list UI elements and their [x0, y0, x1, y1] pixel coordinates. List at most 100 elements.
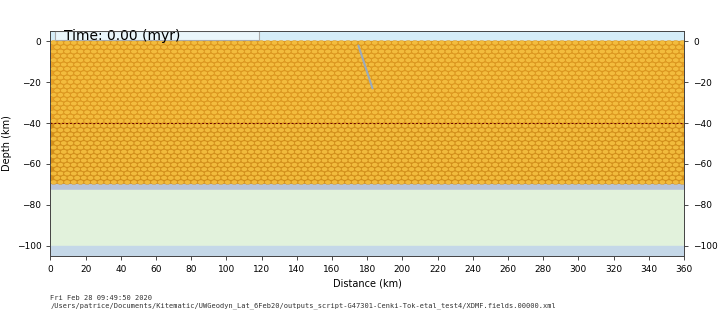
Ellipse shape: [71, 41, 77, 45]
Ellipse shape: [465, 110, 472, 115]
Ellipse shape: [622, 149, 629, 154]
Ellipse shape: [572, 171, 579, 176]
Ellipse shape: [656, 97, 662, 101]
Ellipse shape: [522, 141, 528, 145]
Ellipse shape: [87, 62, 94, 67]
Ellipse shape: [499, 119, 505, 123]
Ellipse shape: [141, 45, 148, 49]
Ellipse shape: [626, 171, 632, 176]
Ellipse shape: [479, 137, 485, 141]
Ellipse shape: [134, 158, 140, 163]
Ellipse shape: [325, 119, 331, 123]
Ellipse shape: [154, 54, 161, 58]
Ellipse shape: [245, 58, 251, 62]
Ellipse shape: [228, 158, 234, 163]
Ellipse shape: [485, 119, 492, 123]
Ellipse shape: [308, 167, 315, 171]
Ellipse shape: [508, 71, 515, 76]
Ellipse shape: [629, 158, 636, 163]
Ellipse shape: [475, 54, 482, 58]
Ellipse shape: [174, 158, 181, 163]
Ellipse shape: [408, 149, 415, 154]
Ellipse shape: [335, 149, 341, 154]
Ellipse shape: [479, 49, 485, 54]
Ellipse shape: [499, 84, 505, 89]
Ellipse shape: [412, 145, 418, 150]
Ellipse shape: [532, 75, 539, 80]
Ellipse shape: [646, 101, 652, 106]
Ellipse shape: [599, 84, 606, 89]
Ellipse shape: [669, 80, 675, 84]
Ellipse shape: [57, 171, 63, 176]
Ellipse shape: [225, 101, 231, 106]
Ellipse shape: [536, 149, 542, 154]
Ellipse shape: [679, 137, 685, 141]
Ellipse shape: [198, 49, 204, 54]
Ellipse shape: [599, 119, 606, 123]
Ellipse shape: [612, 41, 618, 45]
Ellipse shape: [559, 154, 565, 158]
Ellipse shape: [311, 119, 318, 123]
Ellipse shape: [335, 124, 341, 128]
Ellipse shape: [311, 110, 318, 115]
Ellipse shape: [425, 163, 431, 167]
Ellipse shape: [191, 110, 197, 115]
Ellipse shape: [652, 66, 659, 71]
Ellipse shape: [562, 158, 569, 163]
Ellipse shape: [248, 124, 254, 128]
Ellipse shape: [398, 119, 405, 123]
Ellipse shape: [669, 97, 675, 101]
Ellipse shape: [382, 176, 388, 180]
Ellipse shape: [215, 158, 221, 163]
Ellipse shape: [408, 80, 415, 84]
Ellipse shape: [536, 124, 542, 128]
Ellipse shape: [465, 66, 472, 71]
Ellipse shape: [405, 93, 411, 97]
Ellipse shape: [482, 167, 488, 171]
Ellipse shape: [308, 114, 315, 119]
Ellipse shape: [298, 93, 305, 97]
Ellipse shape: [298, 119, 305, 123]
Ellipse shape: [505, 75, 512, 80]
Ellipse shape: [532, 93, 539, 97]
Ellipse shape: [67, 158, 73, 163]
Ellipse shape: [150, 137, 157, 141]
Ellipse shape: [542, 88, 549, 93]
Ellipse shape: [518, 41, 525, 45]
Ellipse shape: [91, 66, 97, 71]
Ellipse shape: [84, 58, 91, 62]
Ellipse shape: [679, 119, 685, 123]
Ellipse shape: [402, 106, 408, 110]
Ellipse shape: [60, 54, 67, 58]
Ellipse shape: [378, 49, 384, 54]
Ellipse shape: [669, 54, 675, 58]
Ellipse shape: [372, 171, 378, 176]
Ellipse shape: [60, 176, 67, 180]
Ellipse shape: [358, 163, 364, 167]
Ellipse shape: [365, 145, 372, 150]
Ellipse shape: [174, 132, 181, 137]
Ellipse shape: [81, 106, 87, 110]
Ellipse shape: [395, 149, 402, 154]
Ellipse shape: [164, 58, 171, 62]
Ellipse shape: [455, 132, 462, 137]
Ellipse shape: [639, 119, 646, 123]
Ellipse shape: [355, 124, 361, 128]
Ellipse shape: [225, 75, 231, 80]
Ellipse shape: [632, 58, 639, 62]
Ellipse shape: [372, 101, 378, 106]
Ellipse shape: [585, 154, 592, 158]
Ellipse shape: [579, 137, 585, 141]
Ellipse shape: [388, 141, 395, 145]
Ellipse shape: [428, 114, 435, 119]
Ellipse shape: [241, 132, 248, 137]
Ellipse shape: [536, 141, 542, 145]
Ellipse shape: [258, 75, 264, 80]
Ellipse shape: [622, 80, 629, 84]
Ellipse shape: [516, 106, 522, 110]
Ellipse shape: [616, 167, 622, 171]
Ellipse shape: [559, 93, 565, 97]
Ellipse shape: [201, 124, 207, 128]
Ellipse shape: [626, 180, 632, 184]
Ellipse shape: [569, 45, 575, 49]
